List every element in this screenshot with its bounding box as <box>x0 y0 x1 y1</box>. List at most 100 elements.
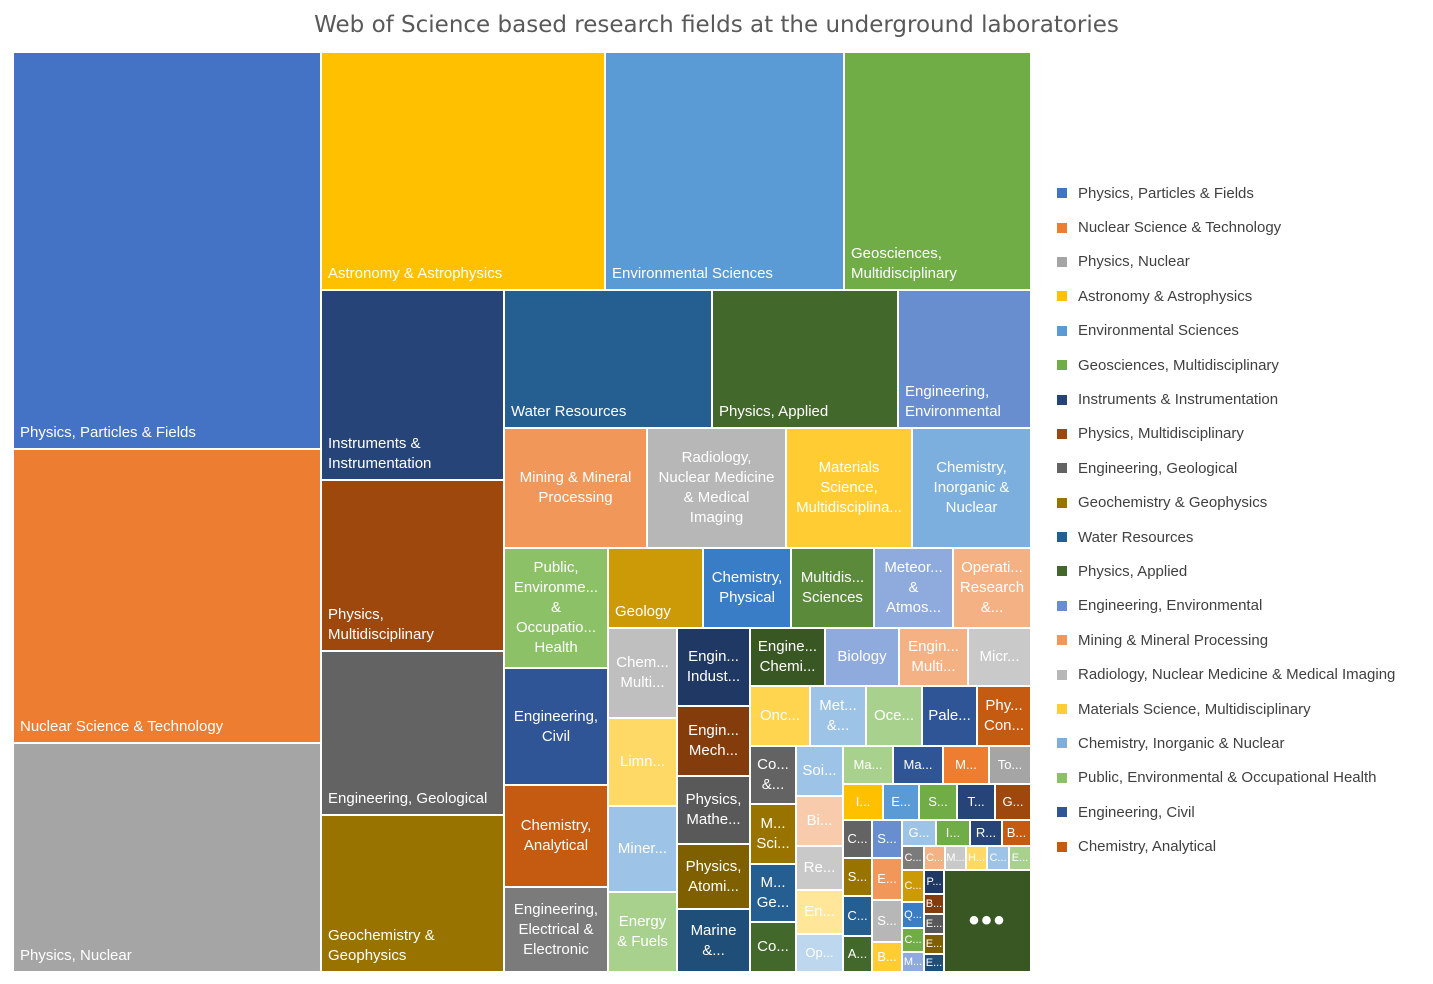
treemap-tile: Chemistry, Inorganic & Nuclear <box>912 428 1031 548</box>
legend-item: Public, Environmental & Occupational Hea… <box>1057 761 1395 795</box>
treemap-tile: Chemistry, Analytical <box>504 785 608 887</box>
treemap-tile: Astronomy & Astrophysics <box>321 52 605 290</box>
tile-label: Astronomy & Astrophysics <box>328 265 503 282</box>
treemap-tile: E... <box>924 954 944 972</box>
legend-swatch <box>1057 669 1067 680</box>
treemap-tile: Engineering, Geological <box>321 651 504 815</box>
legend-item: Materials Science, Multidisciplinary <box>1057 692 1395 726</box>
chart-title: Web of Science based research fields at … <box>314 12 1119 38</box>
treemap-tile: Met... &... <box>810 686 866 746</box>
treemap-tile: E... <box>883 784 919 820</box>
treemap-tile: M... Sci... <box>750 804 796 864</box>
tile-label: Geosciences, Multidisciplinary <box>851 245 957 282</box>
tile-label: Chemistry, Analytical <box>520 817 592 854</box>
tile-label: Engine... Chemi... <box>757 638 818 675</box>
tile-label: Engineering, Geological <box>328 790 488 807</box>
tile-label: Oce... <box>873 707 914 724</box>
tile-label: Physics, Particles & Fields <box>20 424 196 441</box>
treemap-tile: B... <box>924 894 944 914</box>
legend-swatch <box>1057 325 1067 336</box>
tile-label: Chem... Multi... <box>616 654 669 691</box>
tile-label: I... <box>945 825 961 840</box>
treemap-tile: Ma... <box>843 746 893 784</box>
treemap-tile: Geochemistry & Geophysics <box>321 815 504 972</box>
tile-label: I... <box>855 794 871 809</box>
treemap-tile: C... <box>843 896 872 936</box>
tile-label: C... <box>847 908 868 923</box>
treemap-tile: Engin... Indust... <box>677 628 750 706</box>
treemap-tile: C... <box>902 928 924 952</box>
treemap-tile: Re... <box>796 846 843 890</box>
tile-label: S... <box>877 831 897 846</box>
tile-label: Engin... Indust... <box>686 648 741 685</box>
treemap-tile: Nuclear Science & Technology <box>13 449 321 743</box>
treemap-tile: G... <box>902 820 936 846</box>
legend-label: Engineering, Geological <box>1078 459 1238 477</box>
legend-swatch <box>1057 497 1067 508</box>
tile-label: Micr... <box>979 648 1020 665</box>
treemap-tile: C... <box>924 846 945 870</box>
legend-item: Astronomy & Astrophysics <box>1057 279 1395 313</box>
legend-swatch <box>1057 428 1067 439</box>
tile-label: Water Resources <box>511 403 627 420</box>
treemap-tile: En... <box>796 890 843 934</box>
treemap-tile: Physics, Atomi... <box>677 844 750 909</box>
treemap-tile-more: ••• <box>944 870 1031 972</box>
tile-label: T... <box>967 794 985 809</box>
tile-label: Physics, Nuclear <box>20 947 132 964</box>
treemap-tile: Engin... Mech... <box>677 706 750 776</box>
legend-label: Public, Environmental & Occupational Hea… <box>1078 769 1377 787</box>
treemap-tile: Public, Environme... & Occupatio... Heal… <box>504 548 608 668</box>
tile-label: Limn... <box>619 753 665 770</box>
tile-label: Nuclear Science & Technology <box>20 718 224 735</box>
tile-label: Engineering, Electrical & Electronic <box>513 900 599 958</box>
legend-swatch <box>1057 463 1067 474</box>
legend-label: Nuclear Science & Technology <box>1078 219 1282 237</box>
treemap-tile: Water Resources <box>504 290 712 428</box>
legend-item: Physics, Applied <box>1057 554 1395 588</box>
treemap-tile: Energy & Fuels <box>608 892 677 972</box>
tile-label: Co... &... <box>757 756 789 793</box>
treemap-tile: Engineering, Civil <box>504 668 608 785</box>
tile-label: Engineering, Environmental <box>905 383 1001 420</box>
tile-label: C... <box>904 933 922 946</box>
tile-label: Met... &... <box>819 697 857 734</box>
treemap-tile: Ma... <box>893 746 943 784</box>
treemap-tile: Physics, Multidisciplinary <box>321 480 504 651</box>
legend-swatch <box>1057 222 1067 233</box>
tile-label: Mining & Mineral Processing <box>519 469 632 506</box>
tile-label: P... <box>926 875 942 888</box>
legend-item: Physics, Multidisciplinary <box>1057 417 1395 451</box>
tile-label: Ma... <box>853 757 883 772</box>
treemap-tile: S... <box>872 820 902 858</box>
treemap-tile: H... <box>966 846 987 870</box>
treemap-tile: Engin... Multi... <box>899 628 968 686</box>
treemap-tile: E... <box>872 858 902 900</box>
treemap-tile: C... <box>987 846 1009 870</box>
treemap-tile: G... <box>995 784 1031 820</box>
tile-label: S... <box>847 869 868 884</box>
treemap-tile: Phy... Con... <box>977 686 1031 746</box>
tile-label: Geology <box>615 603 671 620</box>
tile-label: B... <box>925 897 943 910</box>
tile-label: Physics, Applied <box>719 403 829 420</box>
treemap-tile: Geosciences, Multidisciplinary <box>844 52 1031 290</box>
treemap-tile: Limn... <box>608 718 677 806</box>
legend-label: Physics, Multidisciplinary <box>1078 425 1244 443</box>
legend-swatch <box>1057 532 1067 543</box>
tile-label: R... <box>975 825 997 840</box>
tile-label: E... <box>925 937 943 950</box>
tile-label: Chemistry, Physical <box>711 569 783 606</box>
treemap-tile: Onc... <box>750 686 810 746</box>
treemap-tile: Bi... <box>796 796 843 846</box>
tile-label: B... <box>1006 825 1027 840</box>
treemap-tile: M... <box>945 846 966 870</box>
treemap-tile: Soi... <box>796 746 843 796</box>
treemap-tile: Operati... Research &... <box>953 548 1031 628</box>
tile-label: Energy & Fuels <box>617 913 668 950</box>
treemap-tile: Engineering, Electrical & Electronic <box>504 887 608 972</box>
treemap-tile: Engine... Chemi... <box>750 628 825 686</box>
treemap-tile: Radiology, Nuclear Medicine & Medical Im… <box>647 428 786 548</box>
treemap-tile: Mining & Mineral Processing <box>504 428 647 548</box>
treemap-tile: Instruments & Instrumentation <box>321 290 504 480</box>
